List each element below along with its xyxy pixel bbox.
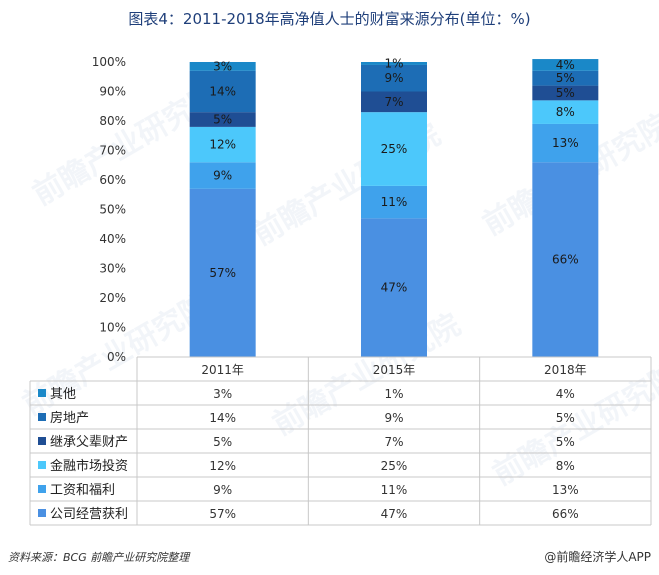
legend-entry: 工资和福利 <box>50 483 115 498</box>
table-cell: 3% <box>213 387 232 401</box>
credit-note: @前瞻经济学人APP <box>544 550 651 564</box>
chart-title: 图表4：2011-2018年高净值人士的财富来源分布(单位：%) <box>128 10 531 28</box>
table-cell: 47% <box>381 507 408 521</box>
y-tick-label: 10% <box>99 321 126 335</box>
legend-swatch <box>38 509 46 517</box>
bar-segment <box>361 185 427 219</box>
data-label: 12% <box>209 138 236 152</box>
data-label: 5% <box>556 71 575 85</box>
table-cell: 66% <box>552 507 579 521</box>
table-cell: 5% <box>213 435 232 449</box>
bar-segment <box>189 126 256 163</box>
data-label: 11% <box>381 195 408 209</box>
y-tick-label: 60% <box>99 173 126 187</box>
bar-segment <box>189 70 256 113</box>
bar-segment <box>532 100 599 124</box>
y-tick-label: 0% <box>107 350 126 364</box>
data-label: 25% <box>381 142 408 156</box>
table-cell: 4% <box>556 387 575 401</box>
bar-segment <box>361 91 427 113</box>
data-label: 66% <box>552 253 579 267</box>
data-label: 9% <box>213 169 232 183</box>
legend-entry: 继承父辈财产 <box>50 435 128 450</box>
table-cell: 25% <box>381 459 408 473</box>
bar-segment <box>361 112 427 186</box>
bar-segment <box>189 162 256 189</box>
legend-entry: 房地产 <box>50 410 89 426</box>
legend-swatch <box>38 389 46 397</box>
category-label: 2018年 <box>544 363 587 377</box>
legend-entry: 其他 <box>50 387 76 402</box>
source-note: 资料来源：BCG 前瞻产业研究院整理 <box>8 551 190 564</box>
data-label: 47% <box>381 281 408 295</box>
table-cell: 5% <box>556 411 575 425</box>
table-cell: 5% <box>556 435 575 449</box>
table-cell: 1% <box>384 387 403 401</box>
data-label: 1% <box>384 56 403 70</box>
bar-segment <box>361 62 427 65</box>
y-tick-label: 80% <box>99 114 126 128</box>
table-cell: 9% <box>384 411 403 425</box>
table-cell: 57% <box>209 507 236 521</box>
y-tick-label: 30% <box>99 262 126 276</box>
category-label: 2015年 <box>373 363 416 377</box>
data-label: 57% <box>209 266 236 280</box>
legend-swatch <box>38 437 46 445</box>
bar-segment <box>532 70 599 86</box>
data-label: 5% <box>556 86 575 100</box>
legend-swatch <box>38 413 46 421</box>
data-label: 13% <box>552 136 579 150</box>
bar-segment <box>532 162 599 357</box>
table-cell: 12% <box>209 459 236 473</box>
legend-entry: 金融市场投资 <box>50 458 128 474</box>
legend-swatch <box>38 461 46 469</box>
table-cell: 14% <box>209 411 236 425</box>
y-tick-label: 70% <box>99 144 126 158</box>
y-tick-label: 20% <box>99 291 126 305</box>
table-cell: 11% <box>381 483 408 497</box>
table-cell: 13% <box>552 483 579 497</box>
bar-segment <box>189 62 256 71</box>
table-cell: 9% <box>213 483 232 497</box>
category-label: 2011年 <box>201 363 244 377</box>
table-cell: 8% <box>556 459 575 473</box>
bar-segment <box>189 188 256 357</box>
data-label: 14% <box>209 85 236 99</box>
data-label: 9% <box>384 71 403 85</box>
y-tick-label: 100% <box>92 55 126 69</box>
bar-segment <box>532 123 599 163</box>
table-cell: 7% <box>384 435 403 449</box>
data-label: 4% <box>556 58 575 72</box>
legend-swatch <box>38 485 46 493</box>
bar-segment <box>532 85 599 101</box>
bar-segment <box>532 59 599 71</box>
bar-segment <box>361 218 427 357</box>
y-tick-label: 40% <box>99 232 126 246</box>
y-tick-label: 50% <box>99 203 126 217</box>
bar-segment <box>189 112 256 127</box>
data-label: 5% <box>213 113 232 127</box>
data-label: 3% <box>213 59 232 73</box>
data-label: 7% <box>384 95 403 109</box>
bar-segment <box>361 64 427 92</box>
data-label: 8% <box>556 105 575 119</box>
stacked-bar-chart: 0% 10% 20% 30% 40% 50% 60% 70% 80% 90% 100% 57% 9% 12… <box>29 55 652 526</box>
legend-entry: 公司经营获利 <box>50 507 128 522</box>
y-tick-label: 90% <box>99 85 126 99</box>
